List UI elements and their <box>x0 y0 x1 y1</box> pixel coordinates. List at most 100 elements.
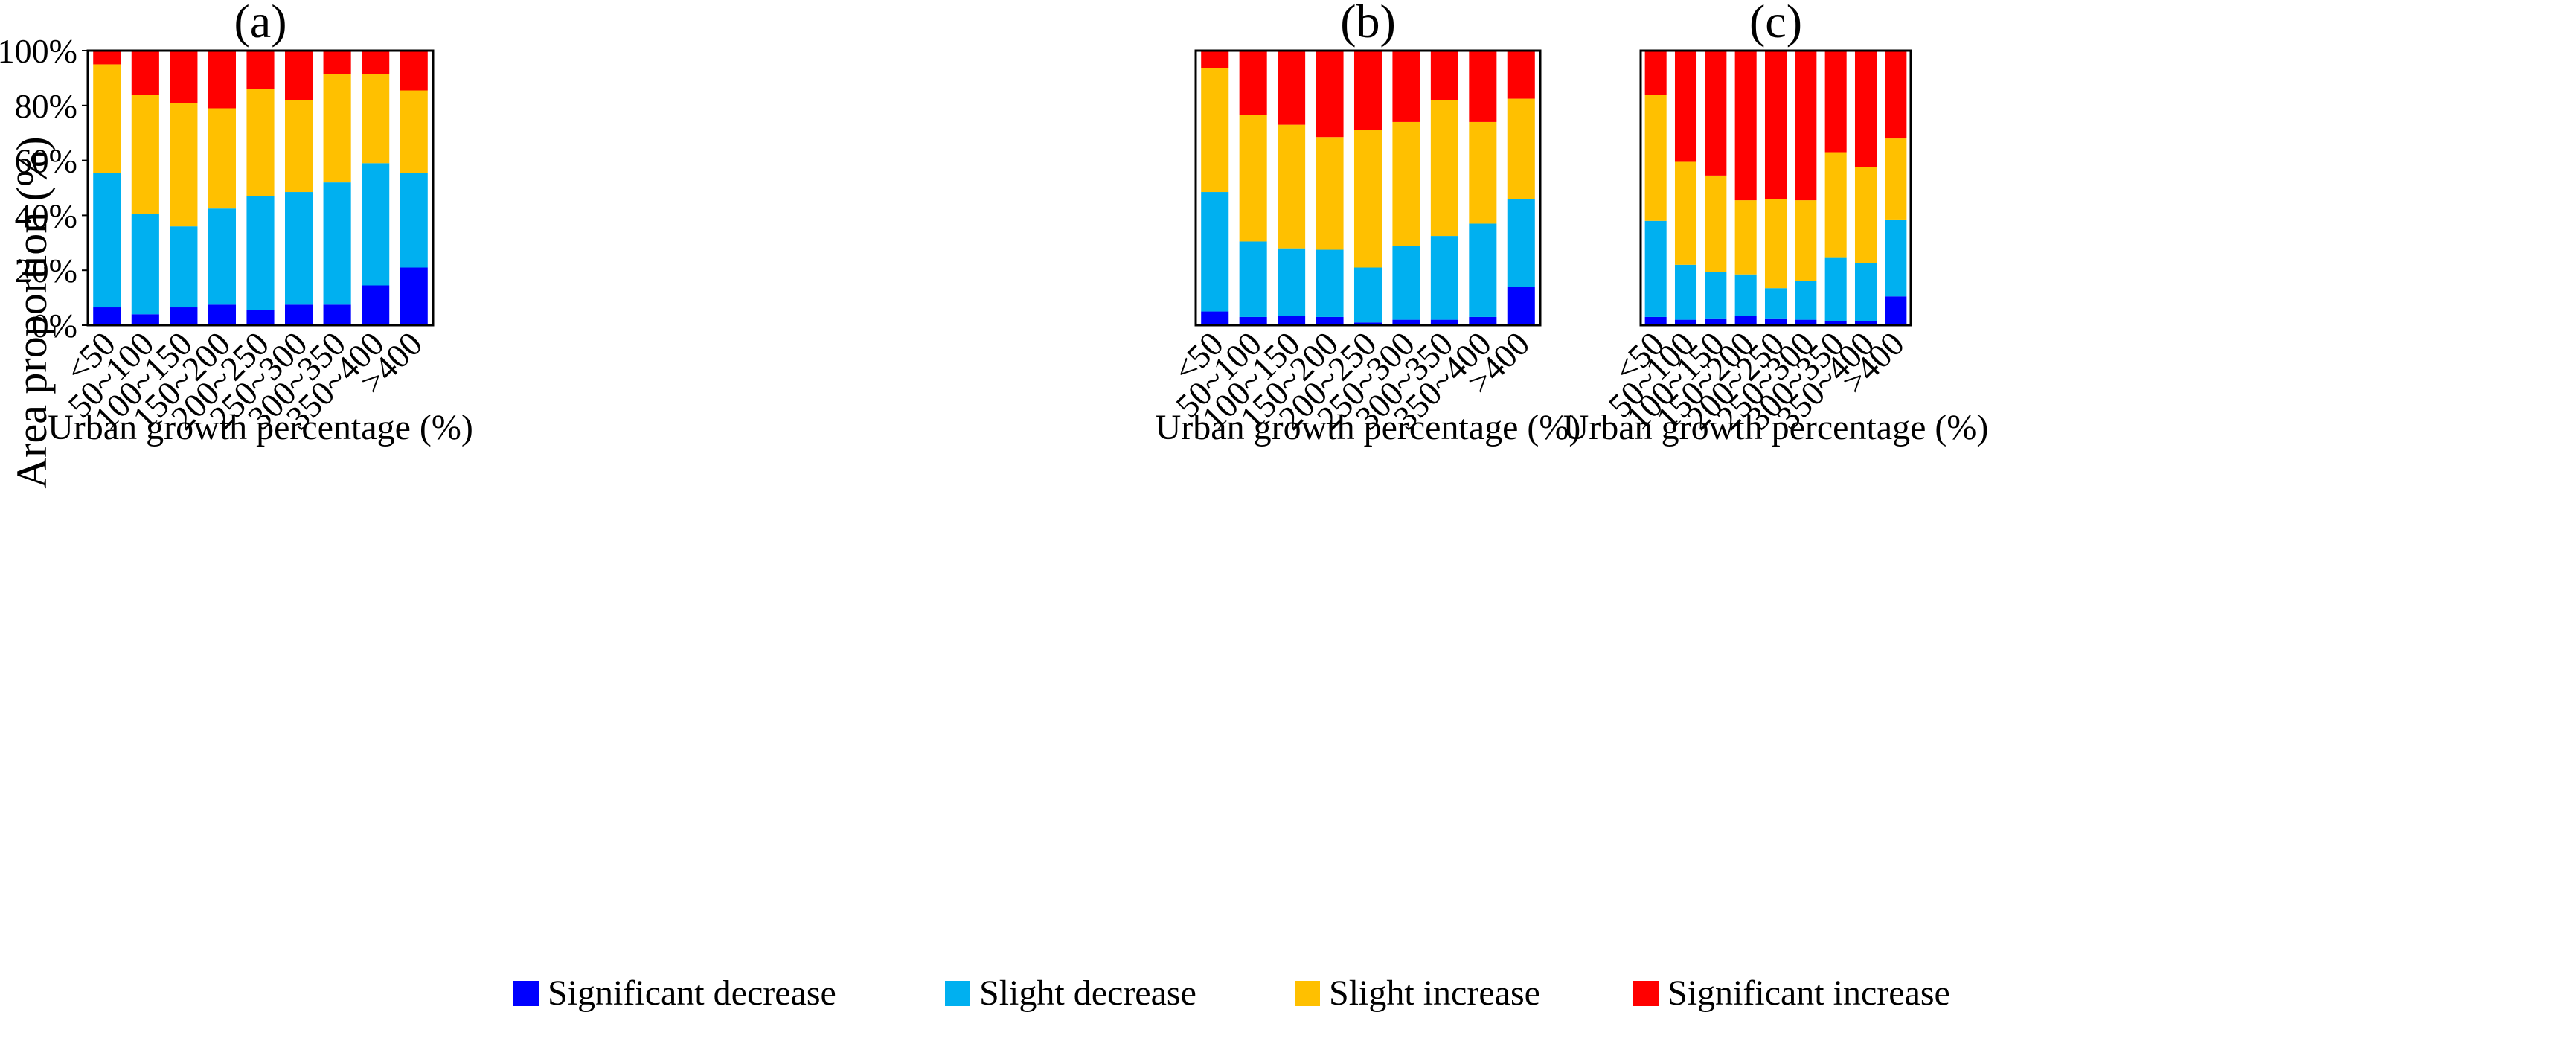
bar-segment-significant-decrease-6 <box>1824 321 1847 325</box>
panel-title: (a) <box>234 0 286 48</box>
bar-segment-slight-decrease-7 <box>362 163 390 286</box>
x-axis-title: Urban growth percentage (%) <box>48 408 473 447</box>
bar-segment-slight-increase-5 <box>1392 121 1420 246</box>
plot-frame <box>1194 49 1542 327</box>
bar-segment-significant-decrease-2 <box>1705 318 1727 325</box>
bar-segment-significant-increase-4 <box>1764 51 1787 199</box>
bar-segment-slight-increase-2 <box>1705 175 1727 272</box>
bar-segment-slight-decrease-6 <box>323 182 351 305</box>
bar-segment-significant-decrease-2 <box>1278 316 1306 325</box>
bar-segment-significant-decrease-4 <box>1353 322 1382 325</box>
bar-segment-slight-increase-3 <box>208 108 237 209</box>
legend-label-significant-decrease: Significant decrease <box>548 973 836 1013</box>
bar-segment-slight-decrease-3 <box>1734 274 1757 316</box>
bar-segment-significant-decrease-4 <box>246 310 275 325</box>
bar-segment-slight-increase-7 <box>1469 121 1497 224</box>
bar-segment-significant-increase-6 <box>1824 51 1847 153</box>
bar-segment-significant-increase-3 <box>1316 51 1344 138</box>
bar-segment-significant-increase-3 <box>208 51 237 109</box>
y-tick-label: 100% <box>0 32 77 70</box>
bar-segment-significant-decrease-7 <box>1854 321 1877 325</box>
bar-segment-significant-decrease-6 <box>1430 319 1458 325</box>
bar-segment-slight-increase-6 <box>1824 152 1847 258</box>
bar-segment-slight-increase-1 <box>1239 115 1267 242</box>
bar-segment-significant-increase-5 <box>284 51 313 100</box>
bar-segment-slight-increase-0 <box>1644 95 1667 221</box>
bar-segment-significant-decrease-3 <box>1734 316 1757 325</box>
legend-label-slight-decrease: Slight decrease <box>979 973 1196 1013</box>
bar-segment-slight-decrease-5 <box>284 192 313 305</box>
bar-segment-significant-increase-1 <box>1239 51 1267 115</box>
bar-segment-slight-increase-0 <box>1201 68 1229 193</box>
bar-segment-slight-decrease-3 <box>1316 249 1344 317</box>
bar-segment-slight-decrease-7 <box>1469 223 1497 317</box>
bar-segment-slight-decrease-0 <box>1644 220 1667 317</box>
bar-segment-slight-decrease-0 <box>1201 192 1229 312</box>
bar-segment-significant-decrease-6 <box>323 304 351 325</box>
bar-segment-slight-decrease-1 <box>131 214 159 315</box>
bar-segment-slight-decrease-6 <box>1430 236 1458 320</box>
bar-segment-slight-increase-8 <box>1885 138 1907 220</box>
bar-segment-significant-increase-1 <box>1674 51 1697 162</box>
bar-segment-slight-increase-4 <box>1353 130 1382 268</box>
bar-segment-slight-increase-2 <box>1278 124 1306 249</box>
panel-title: (b) <box>1340 0 1396 48</box>
bar-segment-slight-decrease-8 <box>400 173 428 268</box>
bar-segment-slight-increase-8 <box>1507 98 1535 199</box>
bar-segment-slight-increase-2 <box>170 103 198 227</box>
legend: Significant decrease Slight decrease Sli… <box>513 973 1950 1013</box>
bar-segment-significant-increase-2 <box>170 51 198 103</box>
bar-segment-significant-decrease-8 <box>1507 287 1535 325</box>
bar-segment-slight-decrease-8 <box>1507 199 1535 287</box>
bar-segment-significant-increase-5 <box>1795 51 1817 201</box>
bar-segment-slight-decrease-4 <box>1353 267 1382 323</box>
bar-segment-slight-decrease-5 <box>1795 281 1817 320</box>
bar-segment-significant-decrease-5 <box>284 304 313 325</box>
bar-segment-slight-increase-7 <box>362 74 390 164</box>
bar-segment-significant-decrease-8 <box>1885 296 1907 325</box>
y-axis-label: Area proportion (%) <box>7 136 56 489</box>
panel-c: (c)<5050~100100~150150~200200~250250~300… <box>1563 0 1989 447</box>
bar-segment-slight-increase-3 <box>1316 137 1344 250</box>
bar-segment-significant-decrease-1 <box>1674 319 1697 325</box>
bar-segment-slight-decrease-1 <box>1674 264 1697 320</box>
x-axis-title: Urban growth percentage (%) <box>1156 408 1581 447</box>
x-axis-title: Urban growth percentage (%) <box>1563 408 1989 447</box>
bar-segment-significant-decrease-5 <box>1795 319 1817 325</box>
bar-segment-significant-decrease-1 <box>131 314 159 325</box>
bar-segment-significant-increase-6 <box>1430 51 1458 100</box>
panel-title: (c) <box>1749 0 1802 48</box>
bar-segment-significant-increase-8 <box>400 51 428 91</box>
bar-segment-slight-decrease-2 <box>1278 248 1306 316</box>
bar-segment-significant-decrease-1 <box>1239 316 1267 325</box>
panel-a: (a)<5050~100100~150150~200200~250250~300… <box>0 0 473 447</box>
panel-b: (b)<5050~100100~150150~200200~250250~300… <box>1156 0 1581 447</box>
bar-segment-significant-decrease-0 <box>93 307 121 325</box>
bar-segment-significant-decrease-3 <box>208 304 237 325</box>
bar-segment-slight-increase-6 <box>1430 100 1458 237</box>
bar-segment-significant-decrease-0 <box>1201 311 1229 325</box>
y-tick-label: 40% <box>15 196 77 234</box>
bar-segment-significant-increase-7 <box>1469 51 1497 122</box>
bar-segment-significant-increase-8 <box>1885 51 1907 139</box>
bar-segment-slight-decrease-7 <box>1854 263 1877 321</box>
bar-segment-significant-increase-2 <box>1278 51 1306 125</box>
bar-segment-significant-increase-6 <box>323 51 351 74</box>
bar-segment-slight-decrease-6 <box>1824 257 1847 321</box>
bar-segment-significant-decrease-8 <box>400 267 428 325</box>
y-tick-label: 80% <box>15 87 77 125</box>
bar-segment-slight-increase-0 <box>93 64 121 173</box>
bar-segment-slight-decrease-2 <box>1705 272 1727 319</box>
bar-segment-slight-decrease-0 <box>93 173 121 308</box>
bar-segment-significant-increase-7 <box>362 51 390 74</box>
bar-segment-slight-decrease-5 <box>1392 245 1420 320</box>
bar-segment-significant-increase-5 <box>1392 51 1420 122</box>
legend-swatch-significant-increase <box>1633 981 1659 1006</box>
bar-segment-slight-decrease-4 <box>1764 288 1787 319</box>
bar-segment-slight-decrease-4 <box>246 196 275 310</box>
bar-segment-slight-increase-1 <box>1674 161 1697 265</box>
bar-segment-slight-decrease-1 <box>1239 241 1267 317</box>
bar-segment-significant-increase-2 <box>1705 51 1727 176</box>
bar-segment-slight-increase-8 <box>400 90 428 173</box>
